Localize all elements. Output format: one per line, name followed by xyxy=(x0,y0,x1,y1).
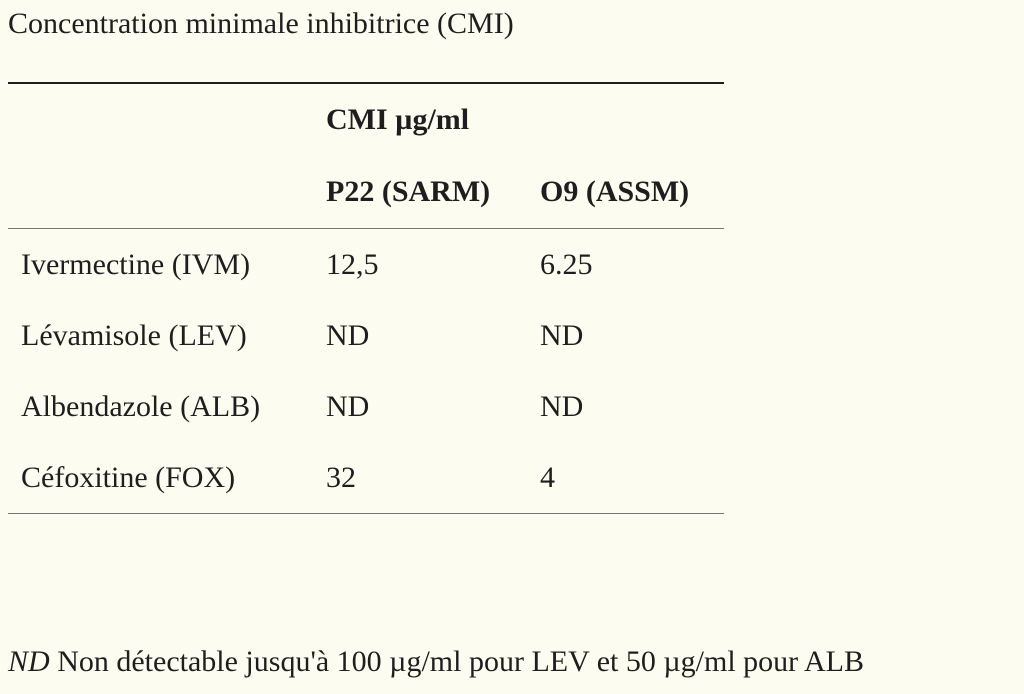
table-row: Lévamisole (LEV) ND ND xyxy=(8,300,724,371)
table-row: Albendazole (ALB) ND ND xyxy=(8,371,724,442)
table-header-rule xyxy=(8,228,724,229)
o9-value: ND xyxy=(540,319,584,352)
drug-name: Lévamisole (LEV) xyxy=(21,319,247,352)
footnote-text: Non détectable jusqu'à 100 µg/ml pour LE… xyxy=(57,645,864,678)
drug-name: Ivermectine (IVM) xyxy=(21,248,251,281)
table-group-header-row: CMI µg/ml xyxy=(8,84,724,156)
table-row: Ivermectine (IVM) 12,5 6.25 xyxy=(8,229,724,300)
table-caption: Concentration minimale inhibitrice (CMI) xyxy=(8,7,514,40)
o9-value: ND xyxy=(540,390,584,423)
o9-value: 6.25 xyxy=(540,248,593,281)
table-bottom-rule xyxy=(8,513,724,514)
table-footnote: ND Non détectable jusqu'à 100 µg/ml pour… xyxy=(8,640,864,684)
table-top-rule xyxy=(8,82,724,84)
p22-value: ND xyxy=(326,390,370,423)
group-header-cmi: CMI µg/ml xyxy=(326,103,470,136)
column-header-o9: O9 (ASSM) xyxy=(540,175,690,208)
table-row: Céfoxitine (FOX) 32 4 xyxy=(8,442,724,513)
table-column-header-row: P22 (SARM) O9 (ASSM) xyxy=(8,156,724,228)
p22-value: ND xyxy=(326,319,370,352)
drug-name: Albendazole (ALB) xyxy=(21,390,261,423)
footnote-abbreviation: ND xyxy=(8,645,50,678)
column-header-p22: P22 (SARM) xyxy=(326,175,491,208)
p22-value: 32 xyxy=(326,461,356,494)
mic-table: CMI µg/ml P22 (SARM) O9 (ASSM) Ivermecti… xyxy=(8,82,724,514)
p22-value: 12,5 xyxy=(326,248,379,281)
drug-name: Céfoxitine (FOX) xyxy=(21,461,236,494)
o9-value: 4 xyxy=(540,461,555,494)
